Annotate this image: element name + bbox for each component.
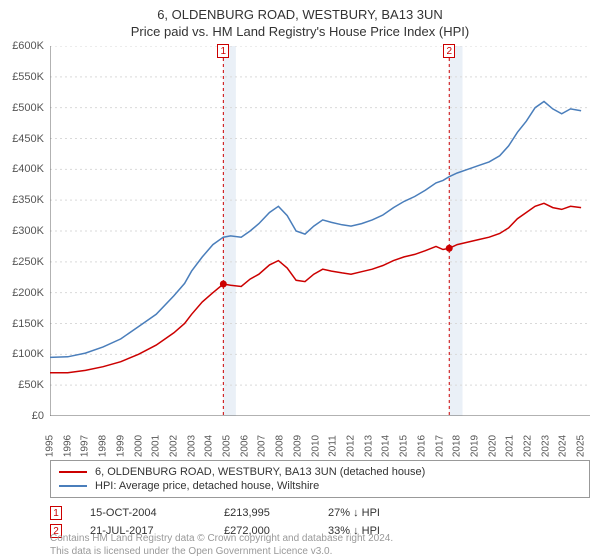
- x-tick-label: 2012: [345, 435, 356, 457]
- x-tick-label: 2000: [133, 435, 144, 457]
- y-tick-label: £400K: [12, 163, 44, 175]
- legend-row: 6, OLDENBURG ROAD, WESTBURY, BA13 3UN (d…: [59, 465, 581, 479]
- x-tick-label: 2017: [434, 435, 445, 457]
- x-tick-label: 2021: [505, 435, 516, 457]
- x-tick-label: 2011: [328, 435, 339, 457]
- x-tick-label: 2009: [292, 435, 303, 457]
- x-tick-label: 2022: [523, 435, 534, 457]
- x-tick-label: 2002: [168, 435, 179, 457]
- x-tick-label: 2023: [540, 435, 551, 457]
- series-legend: 6, OLDENBURG ROAD, WESTBURY, BA13 3UN (d…: [50, 460, 590, 498]
- legend-swatch: [59, 471, 87, 473]
- x-tick-label: 2010: [310, 435, 321, 457]
- y-tick-label: £550K: [12, 71, 44, 83]
- sale-date: 15-OCT-2004: [90, 507, 200, 519]
- y-tick-label: £150K: [12, 318, 44, 330]
- attribution: Contains HM Land Registry data © Crown c…: [50, 533, 590, 558]
- legend-swatch: [59, 485, 87, 487]
- y-tick-label: £350K: [12, 194, 44, 206]
- x-axis: 1995199619971998199920002001200220032004…: [50, 418, 590, 458]
- legend-and-sales: 6, OLDENBURG ROAD, WESTBURY, BA13 3UN (d…: [50, 460, 590, 540]
- series-hpi: [50, 102, 581, 358]
- sale-marker-box: 1: [217, 44, 229, 58]
- x-tick-label: 2001: [151, 435, 162, 457]
- y-tick-label: £450K: [12, 133, 44, 145]
- sale-dot: [446, 245, 453, 252]
- y-tick-label: £200K: [12, 287, 44, 299]
- legend-row: HPI: Average price, detached house, Wilt…: [59, 479, 581, 493]
- x-tick-label: 2020: [487, 435, 498, 457]
- sale-price: £213,995: [224, 507, 304, 519]
- y-tick-label: £600K: [12, 40, 44, 52]
- chart-subtitle: Price paid vs. HM Land Registry's House …: [0, 24, 600, 43]
- x-tick-label: 2007: [257, 435, 268, 457]
- y-tick-label: £100K: [12, 348, 44, 360]
- legend-label: 6, OLDENBURG ROAD, WESTBURY, BA13 3UN (d…: [95, 466, 425, 478]
- attribution-line: Contains HM Land Registry data © Crown c…: [50, 533, 590, 546]
- chart-title: 6, OLDENBURG ROAD, WESTBURY, BA13 3UN: [0, 0, 600, 24]
- sale-marker-box: 2: [443, 44, 455, 58]
- x-tick-label: 2014: [381, 435, 392, 457]
- chart-container: 6, OLDENBURG ROAD, WESTBURY, BA13 3UN Pr…: [0, 0, 600, 560]
- x-tick-label: 2013: [363, 435, 374, 457]
- x-tick-label: 2008: [275, 435, 286, 457]
- x-tick-label: 2018: [452, 435, 463, 457]
- x-tick-label: 2015: [399, 435, 410, 457]
- y-tick-label: £250K: [12, 256, 44, 268]
- x-tick-label: 1995: [45, 435, 56, 457]
- sale-dot: [220, 281, 227, 288]
- x-tick-label: 2025: [576, 435, 587, 457]
- x-tick-label: 1999: [115, 435, 126, 457]
- x-tick-label: 2006: [239, 435, 250, 457]
- y-tick-label: £500K: [12, 102, 44, 114]
- plot-svg: [50, 46, 590, 416]
- plot-area: 12: [50, 46, 590, 416]
- y-axis: £0£50K£100K£150K£200K£250K£300K£350K£400…: [0, 46, 48, 416]
- x-tick-label: 1996: [62, 435, 73, 457]
- sale-number-box: 1: [50, 506, 62, 520]
- x-tick-label: 2019: [469, 435, 480, 457]
- x-tick-label: 2016: [416, 435, 427, 457]
- x-tick-label: 2003: [186, 435, 197, 457]
- x-tick-label: 2005: [222, 435, 233, 457]
- x-tick-label: 2004: [204, 435, 215, 457]
- x-tick-label: 1998: [98, 435, 109, 457]
- series-property: [50, 203, 581, 372]
- y-tick-label: £300K: [12, 225, 44, 237]
- x-tick-label: 1997: [80, 435, 91, 457]
- sale-delta: 27% ↓ HPI: [328, 507, 418, 519]
- sales-row: 1 15-OCT-2004 £213,995 27% ↓ HPI: [50, 504, 590, 522]
- x-tick-label: 2024: [558, 435, 569, 457]
- attribution-line: This data is licensed under the Open Gov…: [50, 546, 590, 559]
- legend-label: HPI: Average price, detached house, Wilt…: [95, 480, 319, 492]
- y-tick-label: £50K: [18, 379, 44, 391]
- y-tick-label: £0: [32, 410, 44, 422]
